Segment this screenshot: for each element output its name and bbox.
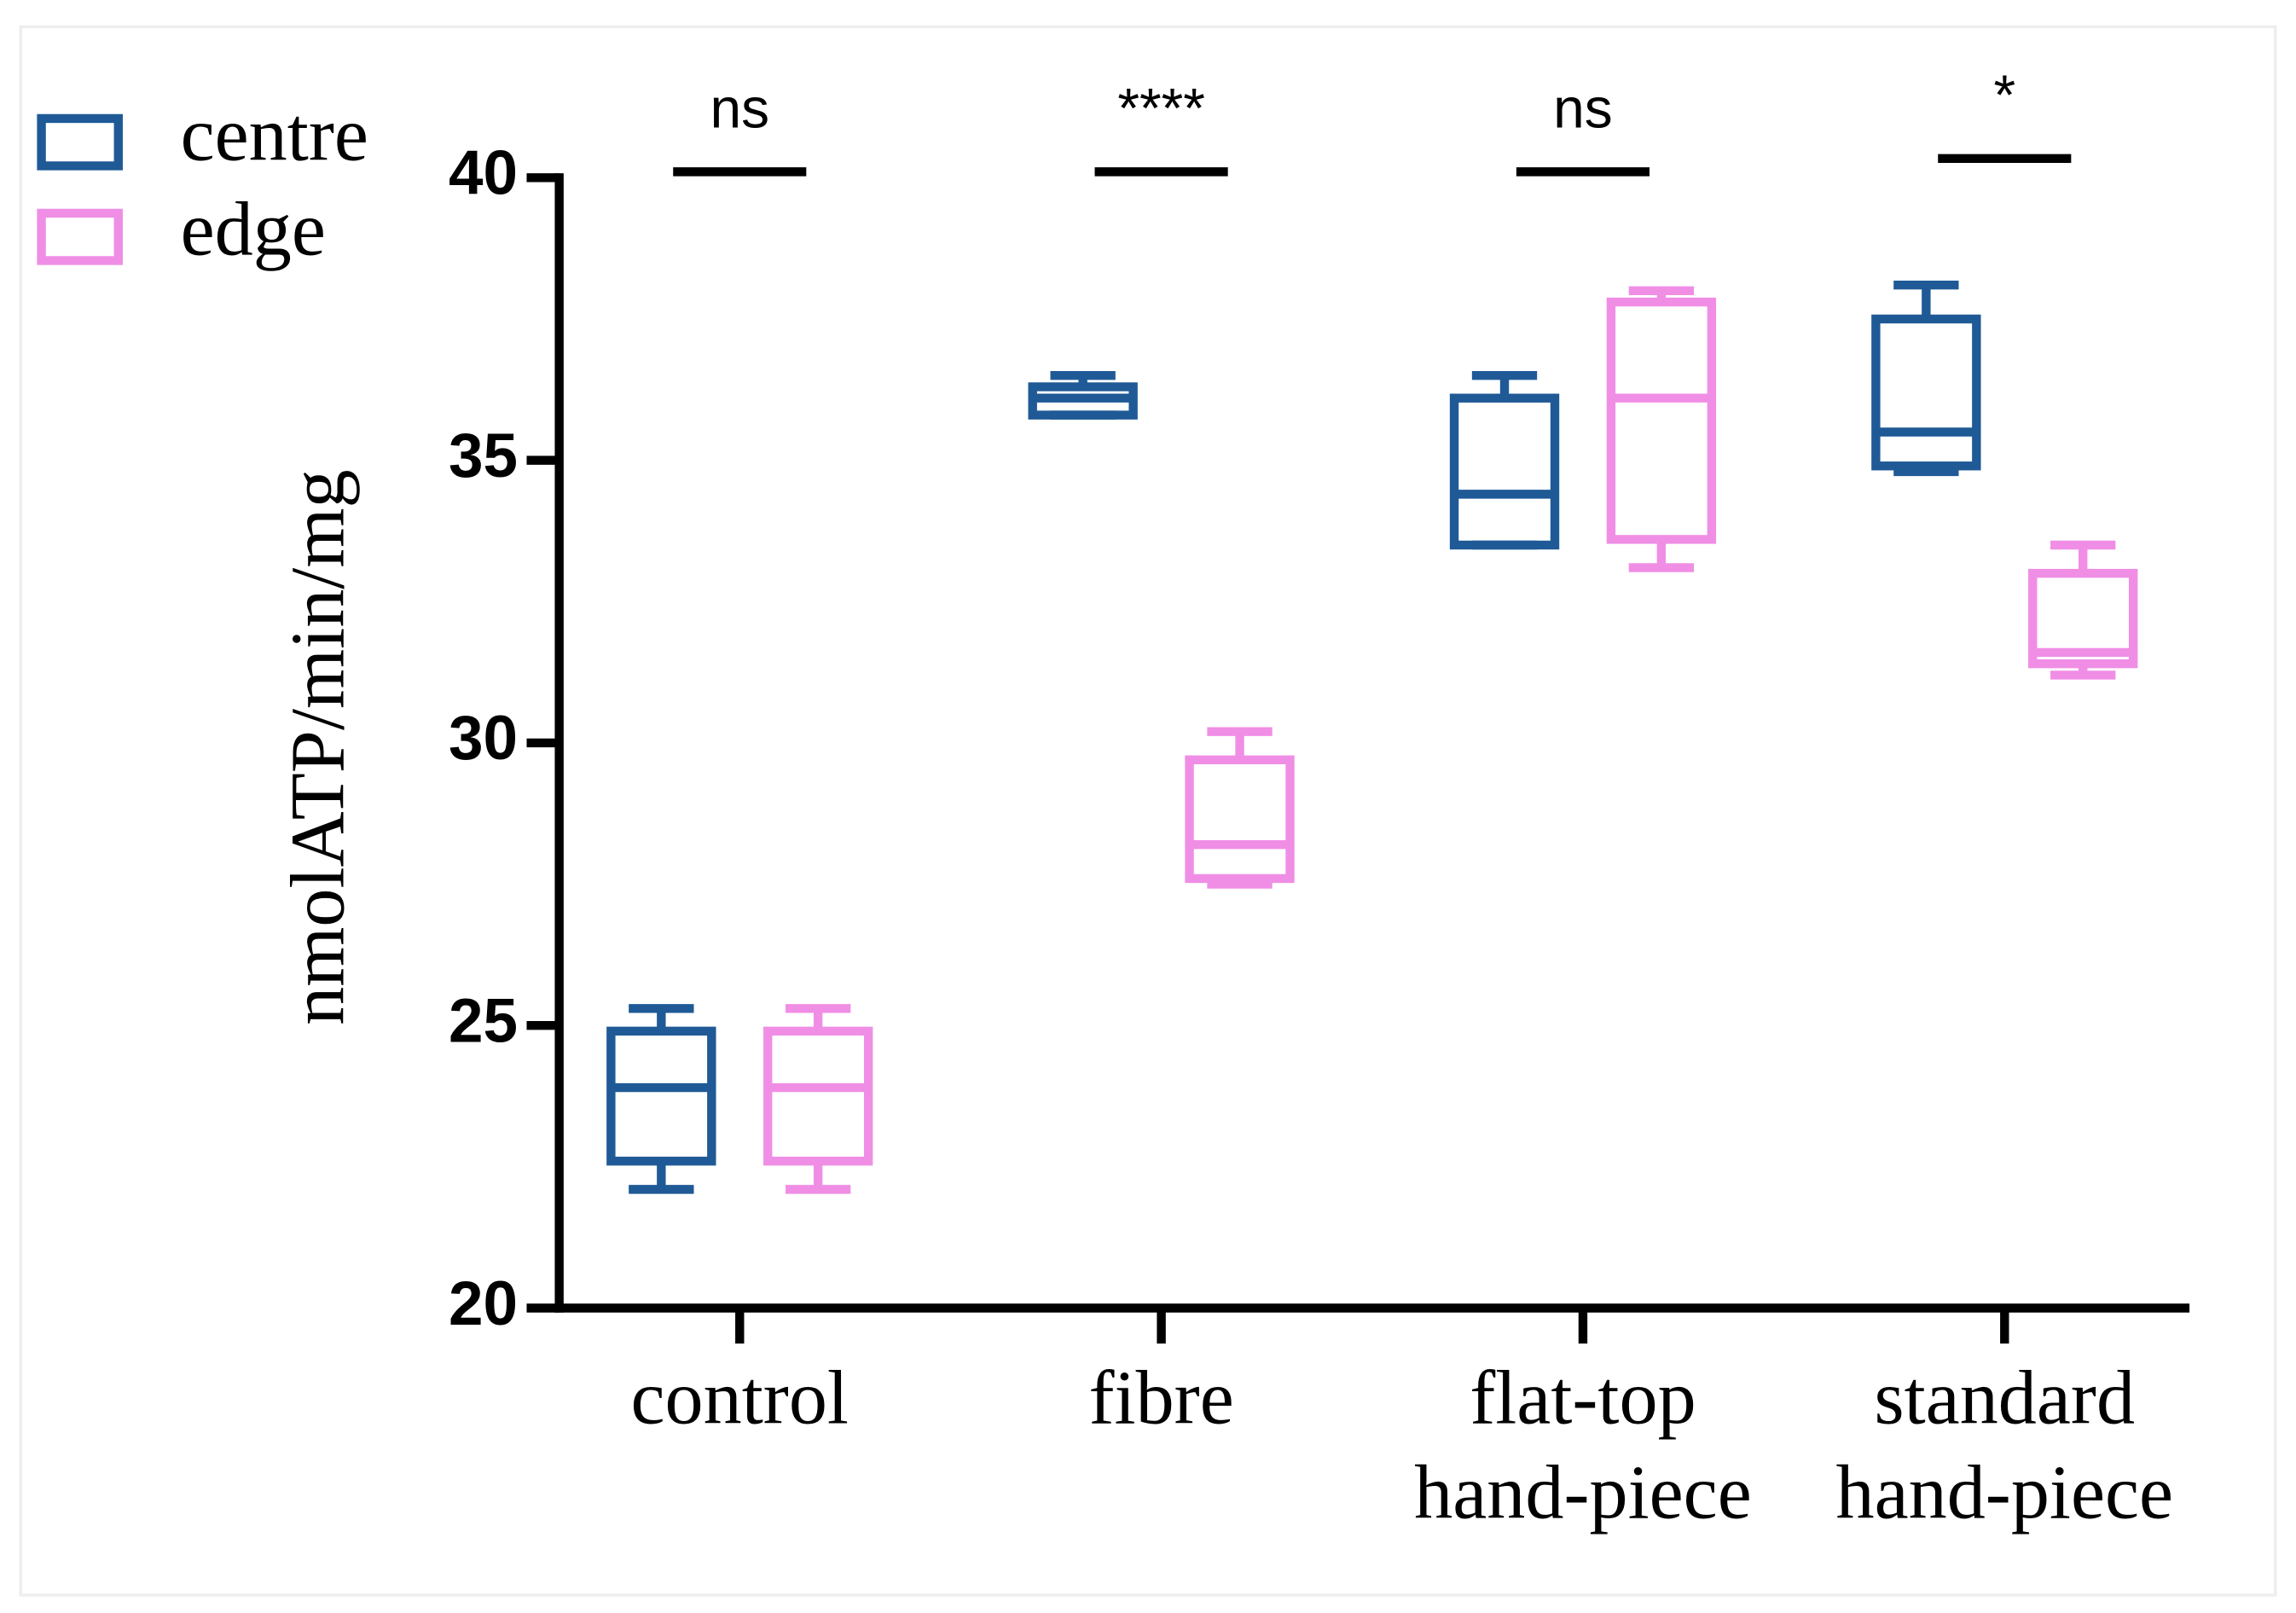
legend-swatch	[37, 113, 123, 171]
box	[2028, 568, 2138, 669]
box	[1871, 314, 1981, 471]
y-tick-label: 20	[449, 1269, 518, 1338]
legend-swatch	[37, 208, 123, 265]
legend-label: centre	[181, 91, 368, 177]
y-tick-label: 30	[449, 704, 518, 773]
x-tick-label: control	[631, 1355, 849, 1441]
y-axis-title: nmolATP/min/mg	[275, 469, 360, 1024]
significance-label: ****	[1117, 76, 1205, 139]
x-tick-label: standard	[1875, 1355, 2136, 1441]
x-tick-label: hand-piece	[1414, 1450, 1752, 1535]
x-tick-label: hand-piece	[1835, 1450, 2173, 1535]
significance-label: ns	[710, 76, 769, 139]
frame	[19, 25, 2277, 1597]
x-tick-label: fibre	[1088, 1355, 1233, 1441]
y-tick-label: 40	[449, 139, 518, 208]
y-tick-label: 35	[449, 421, 518, 490]
y-tick-label: 25	[449, 986, 518, 1055]
box	[1185, 755, 1295, 884]
box	[1606, 297, 1717, 544]
significance-label: ns	[1553, 76, 1613, 139]
legend-label: edge	[181, 186, 326, 271]
box	[763, 1026, 873, 1166]
x-tick-label: flat-top	[1470, 1355, 1696, 1441]
box	[606, 1026, 716, 1166]
box	[1449, 393, 1560, 550]
significance-label: *	[1993, 63, 2015, 126]
